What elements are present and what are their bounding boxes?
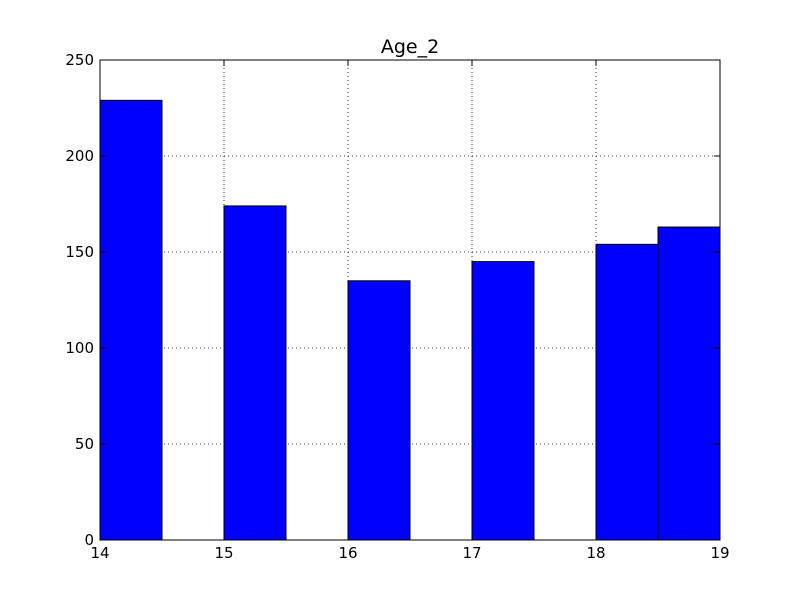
y-tick-label: 250 — [65, 51, 94, 69]
histogram-bar — [657, 226, 721, 541]
plot-frame — [99, 59, 721, 541]
y-tick-label: 200 — [65, 147, 94, 165]
x-tick-label: 16 — [338, 544, 357, 562]
y-tick-label: 0 — [84, 531, 94, 549]
histogram-bar — [347, 280, 411, 541]
y-tick-label: 50 — [75, 435, 94, 453]
bars — [99, 99, 721, 541]
y-tick-label: 150 — [65, 243, 94, 261]
histogram-bar — [99, 99, 163, 541]
chart-title: Age_2 — [381, 36, 439, 58]
x-tick-label: 15 — [214, 544, 233, 562]
y-tick-label: 100 — [65, 339, 94, 357]
x-tick-label: 18 — [586, 544, 605, 562]
x-tick-label: 17 — [462, 544, 481, 562]
histogram-bar — [595, 243, 659, 541]
x-tick-label: 14 — [90, 544, 109, 562]
histogram-bar — [471, 261, 535, 541]
histogram-bar — [223, 205, 287, 541]
x-tick-label: 19 — [710, 544, 729, 562]
axis-ticks: 14 15 16 17 18 19 0 50 100 150 200 250 — [65, 51, 729, 562]
